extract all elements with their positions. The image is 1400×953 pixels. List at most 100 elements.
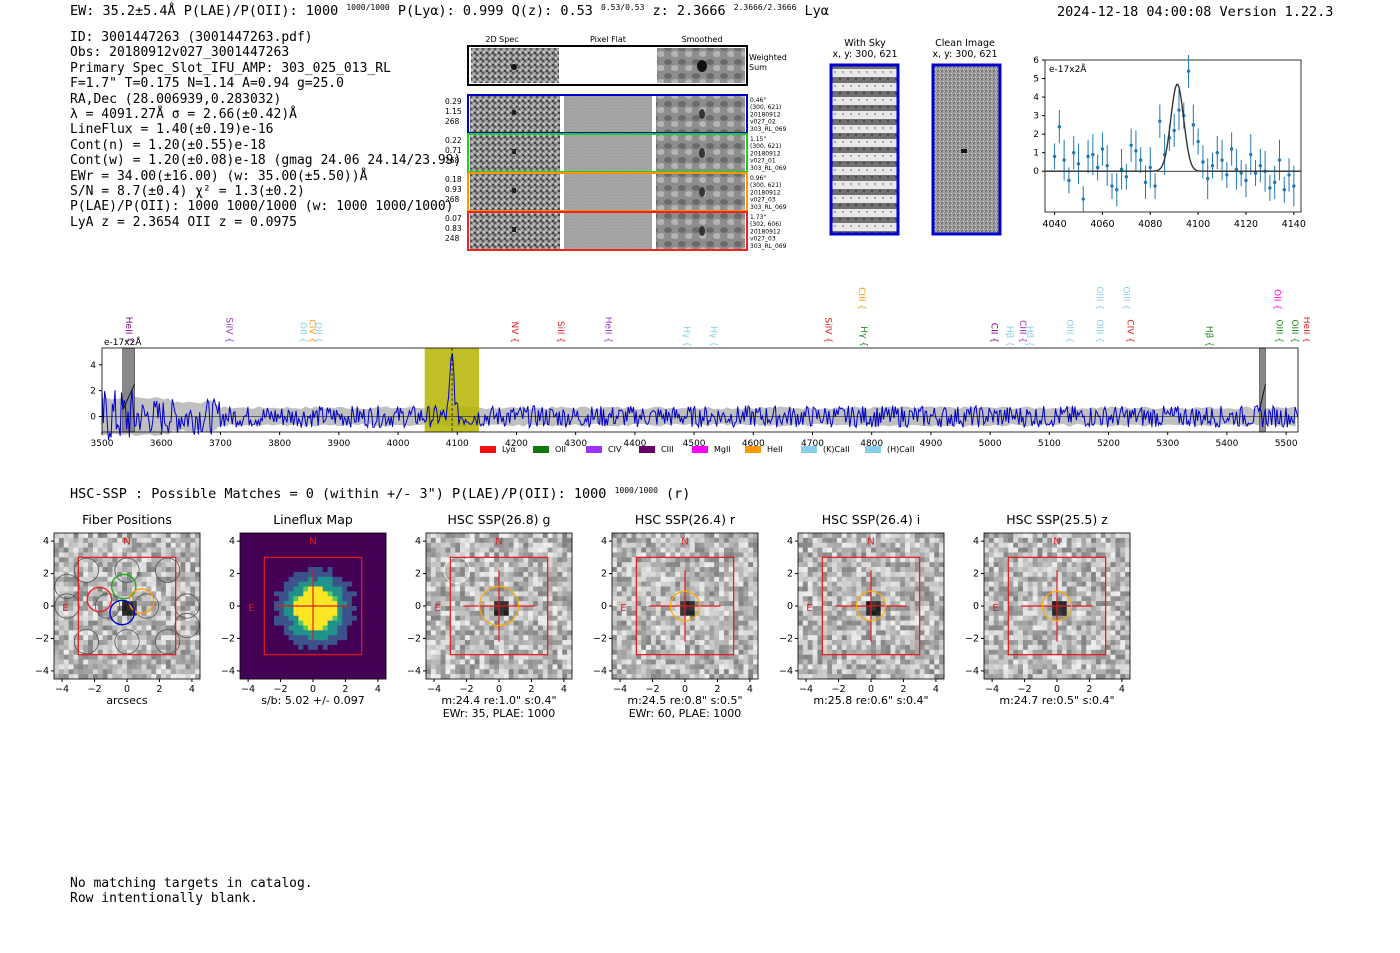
- fiber-highlight-circle: [128, 588, 155, 614]
- fit-point: [1272, 180, 1277, 185]
- footer-line-2: Row intentionally blank.: [70, 891, 258, 907]
- hsc-xtick-label: −2: [646, 684, 660, 695]
- spectrum-line: [101, 353, 1299, 441]
- hsc-xtick-label: −4: [241, 684, 255, 695]
- cutout-row-left-label: 268: [445, 156, 460, 165]
- hsc-panel-title: HSC SSP(26.4) i: [821, 512, 921, 527]
- hsc-ytick-label: 2: [43, 569, 49, 580]
- cutout-row-right-label: 1.73": [750, 214, 766, 221]
- info-line: λ = 4091.27Å σ = 2.66(±0.42)Å: [70, 107, 297, 123]
- hsc-panel-title: HSC SSP(26.4) r: [634, 512, 736, 527]
- cutout-row-right-label: 20180912: [750, 111, 781, 118]
- legend-label: Lyα: [502, 445, 516, 454]
- fit-point: [1234, 167, 1239, 172]
- fit-point: [1249, 152, 1253, 157]
- weighted-source-dot: [511, 64, 517, 70]
- cutout-row-right-label: 303_RL_069: [750, 204, 787, 211]
- hsc-panel-caption: m:25.8 re:0.6" s:0.4": [813, 694, 929, 707]
- footer: No matching targets in catalog. Row inte…: [70, 876, 313, 907]
- spectrum-xtick-label: 4500: [683, 439, 706, 449]
- fit-point: [1052, 154, 1057, 159]
- fit-point: [1091, 152, 1095, 157]
- cutout-header-flat: Pixel Flat: [590, 35, 626, 44]
- hsc-ytick-label: −4: [780, 666, 793, 677]
- fit-xtick-label: 4040: [1042, 219, 1066, 230]
- hsc-red-box: [821, 556, 921, 656]
- hsc-pixel-grid: [240, 533, 387, 680]
- fit-ytick-label: 3: [1033, 112, 1039, 122]
- spectrum-xtick-label: 5400: [1215, 439, 1238, 449]
- cutout-row-left-label: 0.22: [445, 136, 462, 145]
- spectrum-xtick-label: 3500: [91, 439, 114, 449]
- cutout-row-left-label: 0.18: [445, 175, 462, 184]
- fiber-circle: [54, 593, 80, 619]
- fiber-circle: [174, 593, 200, 619]
- spectrum-line-marker: OII {: [312, 322, 322, 343]
- fiber-circle: [94, 593, 121, 619]
- hsc-panel-image: N E −4 −4 −2 −2 0 0 2 2 4 4: [222, 532, 387, 695]
- hsc-xtick-label: −2: [1018, 684, 1032, 695]
- cutout-row-right-label: 20180912: [750, 228, 781, 235]
- spectrum-xtick-label: 4600: [742, 439, 765, 449]
- hsc-ytick-label: 2: [973, 569, 979, 580]
- legend-swatch: [586, 446, 602, 453]
- hsc-ytick-label: −4: [966, 666, 979, 677]
- cutout-pixel-flat: [564, 213, 652, 249]
- fit-point: [1095, 165, 1100, 170]
- hsc-ytick-label: 0: [229, 601, 235, 612]
- hsc-ytick-label: 4: [415, 536, 421, 547]
- fit-point: [1081, 197, 1085, 201]
- spectrum-line-marker: OIII {: [1064, 319, 1074, 343]
- fit-point: [1172, 128, 1176, 133]
- legend-label: OII: [555, 445, 566, 454]
- fit-point: [1229, 147, 1234, 151]
- fit-point: [1196, 139, 1200, 144]
- cutout-smoothed-source: [699, 187, 705, 197]
- compass-e: E: [806, 603, 812, 614]
- info-line: Cont(w) = 1.20(±0.08)e-18 (gmag 24.06 24…: [70, 153, 462, 169]
- hsc-panel-caption: s/b: 5.02 +/- 0.097: [261, 694, 365, 707]
- fit-point: [1129, 143, 1133, 147]
- spectrum-xtick-label: 4900: [919, 439, 942, 449]
- spectrum-line-marker: CIV {: [1125, 319, 1135, 343]
- hsc-ytick-label: 0: [43, 601, 49, 612]
- hsc-pixel-grid: [54, 533, 201, 680]
- spectrum-line-marker: HeII {: [1301, 317, 1310, 343]
- compass-e: E: [62, 603, 68, 614]
- fit-ytick-label: 4: [1033, 93, 1039, 103]
- hsc-panel-image: N E −4 −4 −2 −2 0 0 2 2 4 4: [36, 532, 201, 695]
- spectrum-line-marker: CIII {: [1017, 320, 1027, 343]
- fit-point: [1076, 162, 1081, 166]
- spectrum-line-marker: SiIV {: [823, 317, 833, 343]
- hsc-xtick-label: 0: [124, 684, 130, 695]
- legend-swatch: [639, 446, 655, 453]
- spectrum-ytick-label: 0: [90, 412, 96, 422]
- hsc-panel-image: N E −4 −4 −2 −2 0 0 2 2 4 4: [966, 532, 1131, 695]
- fiber-circle: [114, 557, 140, 583]
- fit-point: [1067, 178, 1071, 183]
- cutout-source: [512, 188, 516, 193]
- fit-xtick-label: 4120: [1234, 219, 1258, 230]
- cutout-row-right-label: 303_RL_069: [750, 243, 787, 250]
- cutout-pixel-flat: [564, 135, 652, 171]
- legend-swatch: [480, 446, 496, 453]
- hsc-ytick-label: −2: [222, 633, 235, 644]
- info-line: Cont(n) = 1.20(±0.55)e-18: [70, 137, 266, 153]
- spectrum-mask-hatch: [1259, 384, 1266, 411]
- fit-point: [1148, 165, 1152, 170]
- cutout-row-right-label: 20180912: [750, 150, 781, 157]
- hsc-panel-title: HSC SSP(26.8) g: [447, 512, 551, 527]
- cutout-row-left-label: 0.71: [445, 146, 462, 155]
- fit-ytick-label: 5: [1033, 75, 1039, 85]
- legend-swatch: [533, 446, 549, 453]
- spectrum-xtick-label: 3700: [209, 439, 232, 449]
- spectrum-xtick-label: 4700: [801, 439, 824, 449]
- spectrum-line-marker: CII {: [988, 323, 998, 343]
- hsc-xtick-label: 2: [714, 684, 720, 695]
- spectrum-xtick-label: 5500: [1275, 439, 1298, 449]
- hsc-xtick-label: 4: [189, 684, 195, 695]
- legend-label: CIV: [608, 445, 622, 454]
- fit-point: [1153, 184, 1157, 188]
- spectrum-xtick-label: 5100: [1038, 439, 1061, 449]
- hsc-ytick-label: 0: [787, 601, 793, 612]
